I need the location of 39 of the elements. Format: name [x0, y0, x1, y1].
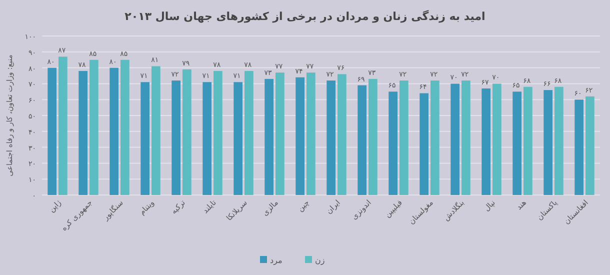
- bar: [214, 70, 222, 195]
- bar: [430, 80, 440, 195]
- bar: [234, 82, 242, 195]
- bar: [492, 84, 502, 195]
- bar: [512, 92, 522, 195]
- bar: [152, 66, 160, 195]
- bar: [554, 86, 564, 195]
- bar: [482, 88, 490, 195]
- bar: [276, 72, 284, 195]
- bar: [202, 82, 212, 195]
- bar: [368, 78, 378, 195]
- legend-label: زن: [315, 256, 325, 265]
- bar: [48, 68, 56, 195]
- bar: [306, 72, 316, 195]
- bar: [58, 56, 68, 195]
- bar: [450, 84, 460, 195]
- bar: [296, 77, 304, 195]
- bar: [524, 86, 532, 195]
- bar: [544, 90, 552, 195]
- bar: [172, 80, 180, 195]
- bar: [264, 78, 274, 195]
- bar: [388, 92, 398, 195]
- bar: [182, 69, 192, 195]
- bar: [574, 100, 584, 195]
- bar: [400, 80, 408, 195]
- bar: [244, 70, 254, 195]
- bar: [78, 70, 88, 195]
- bar: [120, 60, 130, 195]
- bar: [462, 80, 470, 195]
- bar: [338, 74, 346, 195]
- bar: [586, 96, 594, 195]
- bar: [90, 60, 98, 195]
- bar: [140, 82, 150, 195]
- chart-title: امید به زندگی زنان و مردان در برخی از کشورهای جهان سال ۲۰۱۳: [124, 10, 486, 23]
- bar: [110, 68, 118, 195]
- legend-label: مرد: [270, 256, 282, 265]
- bar: [326, 80, 336, 195]
- bar: [420, 93, 428, 195]
- bar: [358, 85, 366, 195]
